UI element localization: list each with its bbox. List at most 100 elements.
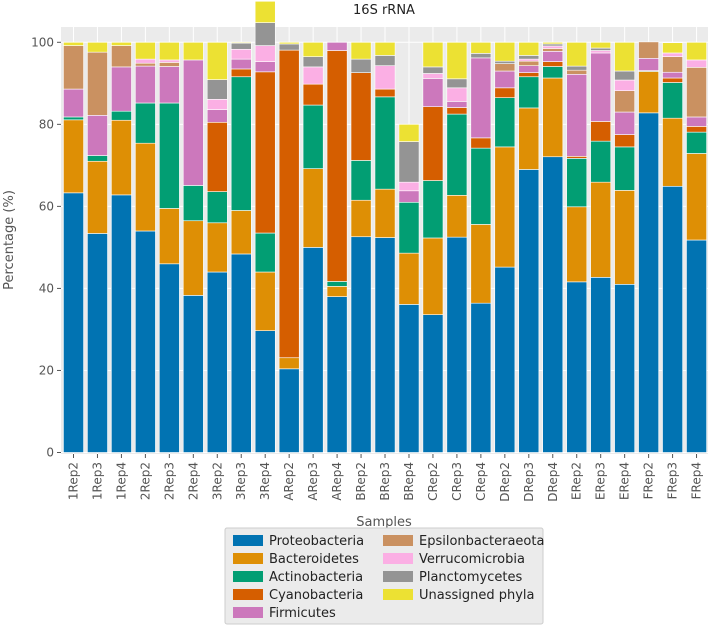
bar-segment — [111, 41, 132, 46]
bar-segment — [446, 78, 468, 89]
bar-segment — [518, 41, 540, 56]
x-tick-label: ERep3 — [594, 462, 608, 500]
bar-segment — [135, 58, 156, 64]
legend-label: Planctomycetes — [419, 570, 522, 585]
bar-segment — [398, 304, 420, 453]
bar-segment — [254, 61, 276, 73]
bar-segment — [135, 65, 156, 104]
bar-segment — [470, 137, 492, 149]
legend-swatch — [233, 535, 263, 546]
bar-segment — [614, 111, 636, 135]
bar-segment — [135, 102, 156, 144]
bar-segment — [158, 263, 180, 453]
x-tick-label: CRep3 — [450, 462, 464, 501]
bar-segment — [638, 41, 659, 59]
bar-segment — [518, 169, 540, 453]
bar-segment — [542, 156, 564, 453]
bar-segment — [135, 230, 156, 453]
bar-segment — [686, 67, 707, 118]
chart-title: 16S rRNA — [353, 3, 415, 18]
bar-segment — [230, 210, 252, 255]
bar-segment — [614, 284, 636, 453]
y-tick-label: 20 — [39, 363, 54, 377]
bar-segment — [135, 142, 156, 232]
bar-segment — [590, 140, 612, 183]
y-tick-label: 100 — [31, 35, 54, 49]
bar-segment — [158, 66, 180, 104]
bar-segment — [662, 185, 683, 453]
x-axis-label: Samples — [356, 515, 412, 530]
bar-segment — [590, 181, 612, 278]
bar-segment — [206, 109, 228, 123]
bar-segment — [326, 281, 348, 287]
bar-segment — [350, 58, 372, 73]
y-tick-label: 60 — [39, 199, 54, 213]
bar-segment — [566, 206, 588, 283]
bar-segment — [87, 115, 108, 156]
bar-segment — [686, 41, 707, 61]
legend-swatch — [233, 589, 263, 600]
bar-segment — [446, 41, 468, 80]
bar-segment — [350, 72, 372, 161]
legend-label: Epsilonbacteraeota — [419, 534, 544, 549]
bar-segment — [374, 188, 396, 238]
legend-swatch — [233, 571, 263, 582]
bar-segment — [662, 117, 683, 187]
bar-segment — [111, 110, 132, 121]
x-tick-label: ERep2 — [570, 462, 584, 500]
bar-segment — [470, 53, 492, 59]
x-tick-label: 1Rep3 — [90, 462, 104, 500]
bar-segment — [638, 57, 659, 71]
bar-segment — [302, 247, 324, 453]
bar-segment — [135, 41, 156, 60]
bar-segment — [566, 69, 588, 75]
bar-segment — [326, 286, 348, 297]
bar-segment — [63, 45, 84, 90]
bar-segment — [254, 0, 276, 23]
bar-segment — [206, 99, 228, 110]
bar-segment — [182, 185, 204, 222]
bar-segment — [374, 88, 396, 98]
bar-segment — [302, 66, 324, 85]
bar-segment — [278, 43, 300, 51]
bar-segment — [326, 41, 348, 51]
x-tick-label: 3Rep3 — [234, 462, 248, 500]
bar-segment — [446, 113, 468, 196]
bar-segment — [494, 60, 516, 64]
bar-segment — [446, 236, 468, 453]
bar-segment — [614, 70, 636, 81]
x-tick-label: BRep4 — [402, 462, 416, 501]
bar-segment — [518, 107, 540, 170]
bar-segment — [398, 201, 420, 254]
bar-segment — [470, 41, 492, 54]
bar-segment — [206, 271, 228, 453]
legend-swatch — [383, 589, 413, 600]
y-axis-label: Percentage (%) — [2, 190, 17, 290]
x-tick-label: 2Rep3 — [162, 462, 176, 500]
bar-segment — [422, 180, 444, 239]
bar-segment — [111, 66, 132, 112]
bar-segment — [374, 96, 396, 190]
bar-segment — [374, 65, 396, 90]
bar-segment — [87, 41, 108, 53]
bar-segment — [614, 134, 636, 148]
bar-segment — [638, 112, 659, 453]
bar-segment — [590, 41, 612, 49]
bar-segment — [662, 42, 683, 54]
bar-segment — [686, 126, 707, 133]
bar-segment — [542, 48, 564, 52]
bar-segment — [566, 41, 588, 67]
x-tick-label: 3Rep2 — [210, 462, 224, 500]
bar-segment — [494, 97, 516, 148]
bar-segment — [230, 41, 252, 44]
bar-segment — [542, 77, 564, 158]
bar-segment — [254, 330, 276, 453]
bar-segment — [63, 41, 84, 46]
legend-swatch — [233, 607, 263, 618]
x-tick-label: BRep3 — [378, 462, 392, 501]
bar-segment — [230, 42, 252, 50]
bar-segment — [470, 57, 492, 139]
bar-segment — [422, 314, 444, 453]
bar-segment — [230, 48, 252, 60]
